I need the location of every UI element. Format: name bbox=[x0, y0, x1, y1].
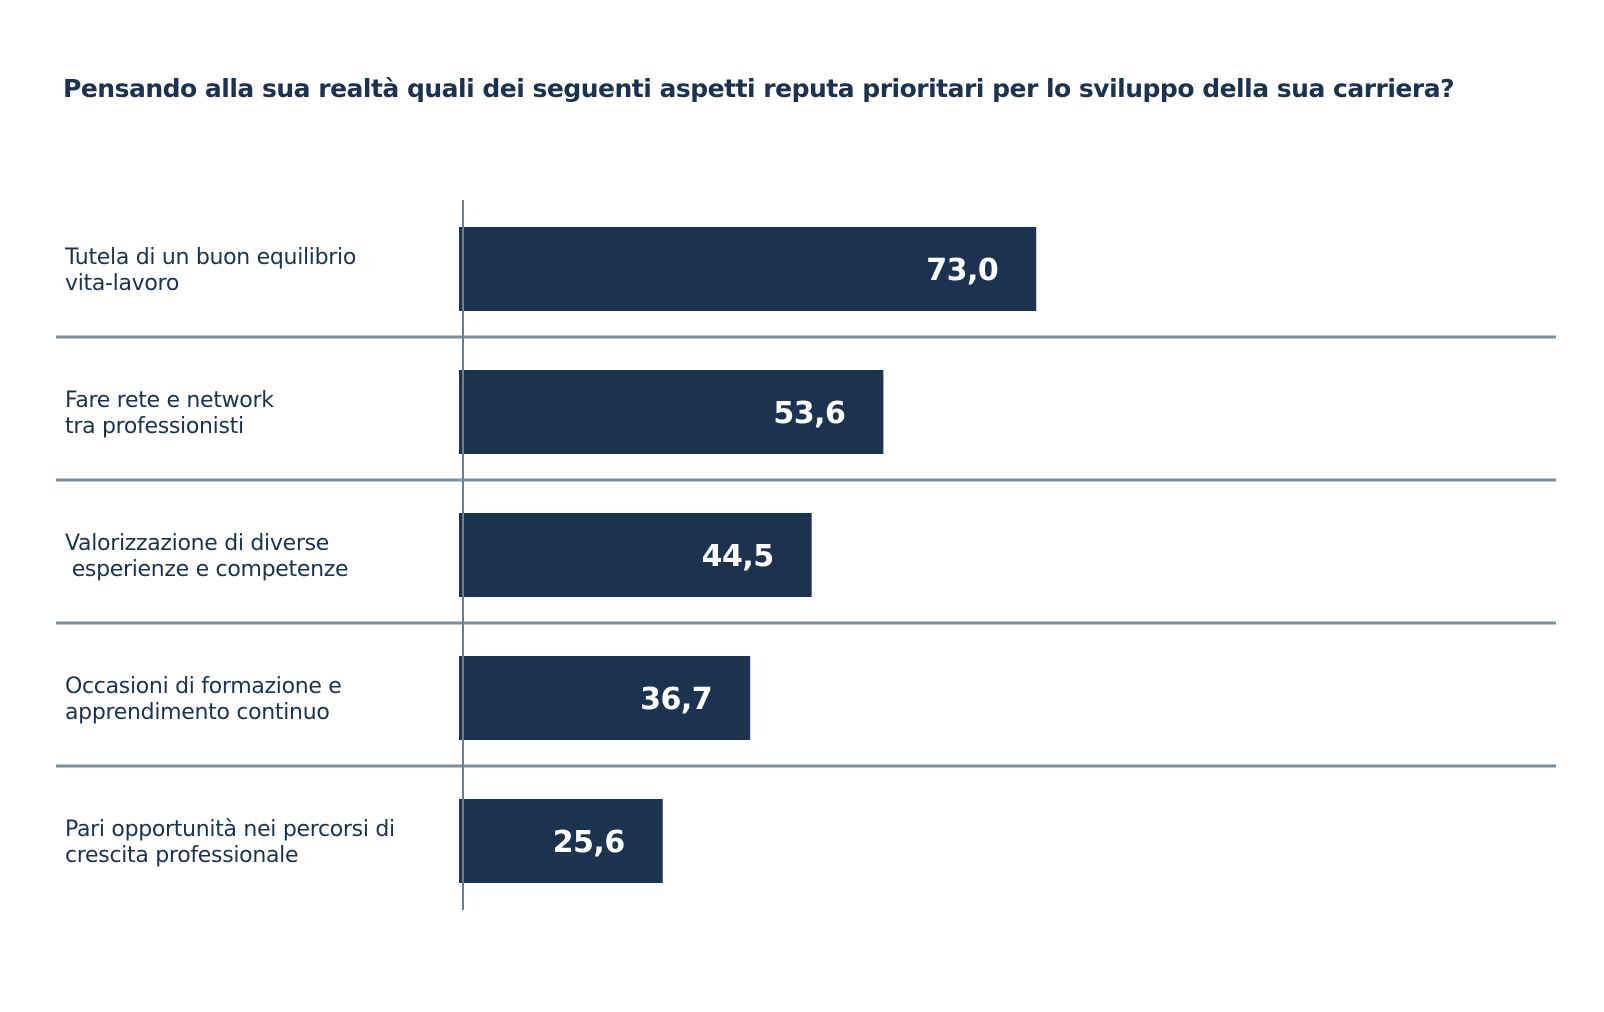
category-label-line: crescita professionale bbox=[65, 843, 298, 868]
bar-3 bbox=[459, 513, 812, 597]
category-label-line: Valorizzazione di diverse bbox=[65, 531, 329, 556]
bar-1 bbox=[459, 227, 1037, 311]
bars: 73,0 53,6 44,5 36,7 25,6 bbox=[459, 227, 1037, 883]
category-label-5: Pari opportunità nei percorsi di crescita… bbox=[65, 817, 395, 868]
category-label-3: Valorizzazione di diverse esperienze e c… bbox=[65, 531, 348, 582]
chart-title: Pensando alla sua realtà quali dei segue… bbox=[63, 74, 1455, 103]
category-label-line: esperienze e competenze bbox=[65, 557, 348, 582]
row-separators bbox=[56, 335, 1556, 768]
value-label-2: 53,6 bbox=[773, 396, 845, 431]
value-label-3: 44,5 bbox=[702, 539, 774, 574]
category-labels: Tutela di un buon equilibrio vita-lavoro F… bbox=[64, 245, 395, 868]
value-label-4: 36,7 bbox=[640, 682, 712, 717]
category-label-line: Occasioni di formazione e bbox=[65, 674, 342, 699]
category-label-line: tra professionisti bbox=[65, 414, 244, 439]
category-label-2: Fare rete e network tra professionisti bbox=[65, 388, 274, 439]
bar-4 bbox=[459, 656, 751, 740]
bar-5 bbox=[459, 799, 663, 883]
bar-2 bbox=[459, 370, 884, 454]
category-label-line: Fare rete e network bbox=[65, 388, 274, 413]
category-label-line: Pari opportunità nei percorsi di bbox=[65, 817, 395, 842]
category-label-line: apprendimento continuo bbox=[65, 700, 330, 725]
value-label-5: 25,6 bbox=[553, 825, 625, 860]
category-label-line: vita-lavoro bbox=[65, 271, 179, 296]
value-label-1: 73,0 bbox=[926, 253, 998, 288]
category-label-4: Occasioni di formazione e apprendimento c… bbox=[65, 674, 342, 725]
category-label-line: Tutela di un buon equilibrio bbox=[64, 245, 356, 270]
category-label-1: Tutela di un buon equilibrio vita-lavoro bbox=[64, 245, 356, 296]
